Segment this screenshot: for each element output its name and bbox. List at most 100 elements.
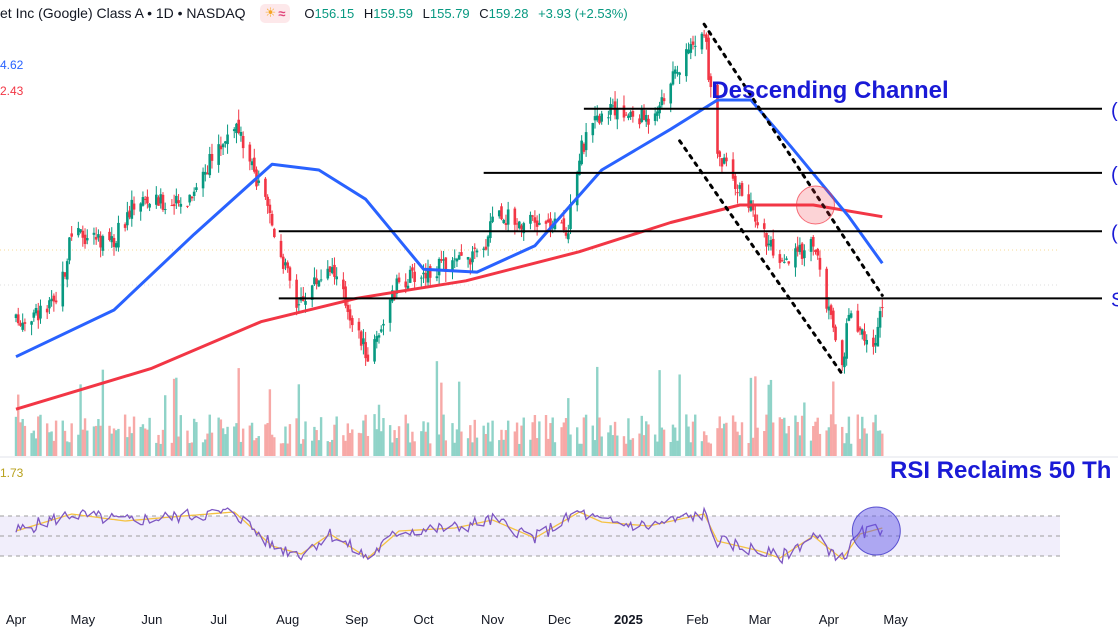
volume-bar: [204, 439, 207, 456]
candle-body: [348, 309, 352, 321]
candle-body: [317, 280, 321, 287]
volume-bar: [141, 424, 145, 456]
volume-bar: [264, 424, 267, 456]
volume-bar: [331, 439, 334, 456]
candle-body: [778, 254, 782, 263]
volume-bar: [440, 382, 443, 456]
candle-body: [375, 336, 379, 342]
volume-bar: [364, 414, 367, 456]
volume-bar: [794, 415, 797, 456]
volume-bar: [268, 389, 272, 456]
candle-body: [408, 269, 412, 283]
volume-bar: [607, 432, 610, 456]
candle-body: [878, 311, 882, 328]
candle-body: [531, 215, 534, 217]
rsi-value-label: 1.73: [0, 466, 24, 480]
symbol-title[interactable]: et Inc (Google) Class A • 1D • NASDAQ: [0, 5, 246, 21]
volume-bar: [718, 416, 721, 456]
candle-body: [310, 285, 314, 300]
candle-body: [832, 310, 835, 328]
candle-body: [874, 343, 877, 346]
sun-icon: ☀: [264, 5, 277, 20]
volume-bar: [429, 443, 432, 456]
volume-bar: [747, 443, 750, 456]
volume-bar: [803, 402, 806, 456]
horizontal-level-label: (: [1111, 100, 1118, 122]
volume-bar: [192, 418, 196, 456]
candle-body: [208, 153, 212, 176]
volume-bar: [380, 431, 383, 456]
candle-body: [849, 313, 853, 318]
candle-body: [754, 214, 757, 222]
candle-body: [48, 300, 51, 309]
market-status-badge[interactable]: ☀ ≈: [259, 3, 291, 23]
candle-body: [624, 114, 628, 116]
volume-bar: [749, 377, 753, 456]
candle-body: [206, 172, 209, 175]
volume-bar: [631, 438, 635, 456]
candle-body: [863, 331, 866, 341]
candle-body: [177, 200, 180, 204]
candle-body: [598, 116, 601, 124]
x-tick-label: Jul: [210, 612, 227, 627]
volume-bar: [491, 420, 494, 456]
candle-body: [687, 49, 690, 54]
candle-body: [235, 123, 238, 134]
x-tick-label: Apr: [819, 612, 840, 627]
candle-body: [814, 249, 817, 253]
volume-bar: [609, 425, 612, 456]
candle-body: [201, 171, 205, 189]
volume-bar: [97, 419, 100, 456]
volume-bar: [736, 431, 739, 456]
volume-bar: [148, 417, 151, 456]
volume-bar: [818, 433, 822, 456]
volume-bar: [551, 417, 554, 456]
ma200-value-label: 2.43: [0, 84, 24, 98]
candle-body: [482, 248, 485, 250]
candle-body: [767, 243, 771, 246]
candle-body: [662, 98, 666, 102]
candle-body: [591, 123, 595, 136]
candles-group: [14, 29, 884, 374]
volume-bar: [344, 440, 347, 456]
volume-bar: [79, 384, 82, 456]
volume-bar: [319, 417, 323, 456]
candle-body: [203, 171, 207, 175]
candle-body: [489, 221, 492, 239]
volume-bar: [529, 439, 532, 456]
candle-body: [284, 262, 287, 266]
x-tick-label: Feb: [686, 612, 708, 627]
volume-bar: [101, 369, 105, 456]
candle-body: [840, 340, 844, 366]
candle-body: [313, 277, 316, 285]
volume-bar: [564, 418, 568, 456]
candle-body: [435, 276, 439, 279]
volume-bar: [484, 433, 488, 456]
candle-body: [286, 262, 289, 269]
volume-bar: [669, 441, 672, 456]
candle-body: [502, 219, 506, 224]
volume-bar: [642, 435, 646, 456]
volume-bar: [32, 430, 36, 456]
volume-bar: [593, 440, 597, 456]
candle-body: [825, 268, 828, 309]
volume-bar: [709, 443, 713, 456]
candle-body: [747, 194, 750, 208]
volume-bar: [248, 425, 252, 456]
candle-body: [740, 183, 744, 196]
candle-body: [691, 41, 695, 45]
volume-bar: [108, 425, 111, 456]
candle-body: [132, 203, 136, 210]
volume-bar: [61, 420, 64, 456]
volume-bar: [562, 422, 566, 456]
volume-bar: [466, 438, 470, 456]
volume-bar: [377, 404, 381, 456]
candle-body: [39, 305, 42, 319]
candle-body: [647, 118, 650, 125]
volume-bar: [92, 426, 96, 456]
volume-bar: [442, 414, 445, 456]
candle-body: [141, 197, 145, 206]
volume-bar: [68, 442, 71, 456]
volume-bar: [553, 442, 557, 456]
candle-body: [391, 290, 394, 302]
